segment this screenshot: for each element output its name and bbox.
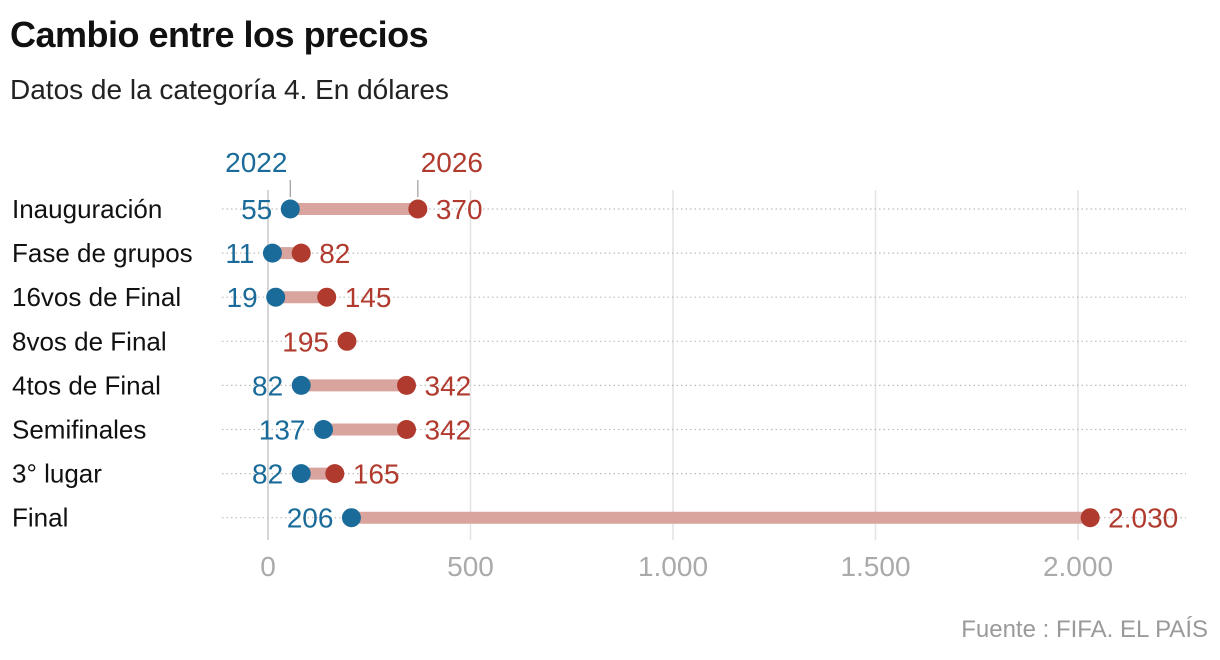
dot-2022 [291, 464, 311, 484]
category-label: 3° lugar [12, 459, 102, 489]
value-label-2026: 145 [345, 282, 392, 313]
value-label-2026: 2.030 [1108, 503, 1178, 534]
legend-layer: 2022 2026 [225, 147, 483, 197]
x-tick-label: 1.500 [840, 551, 910, 582]
value-label-2026: 195 [282, 326, 329, 357]
value-label-2022: 55 [241, 194, 272, 225]
category-label: 16vos de Final [12, 282, 181, 312]
dot-2022 [313, 420, 333, 439]
dot-2022 [291, 375, 311, 395]
dot-2022 [341, 508, 361, 528]
value-label-2026: 342 [425, 370, 472, 401]
x-tick-label: 0 [260, 551, 276, 582]
dot-2022 [262, 243, 282, 263]
value-label-2022: 137 [259, 415, 306, 446]
source-note: Fuente : FIFA. EL PAÍS [961, 616, 1208, 643]
tick-layer: 0 500 1.000 1.500 2.000 [260, 551, 1113, 582]
dot-2022 [280, 199, 300, 219]
chart-title: Cambio entre los precios [10, 14, 429, 55]
dot-2026 [397, 420, 417, 439]
category-label: Fase de grupos [12, 238, 193, 268]
value-label-2022: 82 [252, 459, 283, 490]
value-label-2026: 342 [425, 415, 472, 446]
value-label-2026: 165 [353, 459, 400, 490]
dot-2026 [397, 375, 417, 395]
chart-subtitle: Datos de la categoría 4. En dólares [10, 74, 449, 105]
category-label: Semifinales [12, 415, 146, 445]
dot-2026 [1080, 508, 1100, 528]
dot-2026 [337, 331, 357, 351]
value-label-2022: 11 [225, 238, 254, 269]
category-label: Inauguración [12, 194, 162, 224]
value-label-2022: 82 [252, 370, 283, 401]
dot-2026 [317, 287, 337, 307]
value-label-2026: 370 [436, 194, 483, 225]
category-label: 4tos de Final [12, 370, 161, 400]
value-label-2026: 82 [319, 238, 350, 269]
x-tick-label: 1.000 [638, 551, 708, 582]
dot-2026 [291, 243, 311, 263]
dot-2026 [408, 199, 428, 219]
legend-2026: 2026 [421, 147, 483, 178]
dot-2022 [266, 287, 286, 307]
dot-2026 [325, 464, 345, 484]
x-tick-label: 2.000 [1043, 551, 1113, 582]
x-tick-label: 500 [447, 551, 494, 582]
value-label-2022: 19 [227, 282, 258, 313]
row-layer: Inauguración 55 370 Fase de grupos 11 82 16vos… [12, 194, 1178, 534]
category-label: 8vos de Final [12, 326, 167, 356]
legend-2022: 2022 [225, 147, 287, 178]
category-label: Final [12, 503, 68, 533]
value-label-2022: 206 [287, 503, 334, 534]
